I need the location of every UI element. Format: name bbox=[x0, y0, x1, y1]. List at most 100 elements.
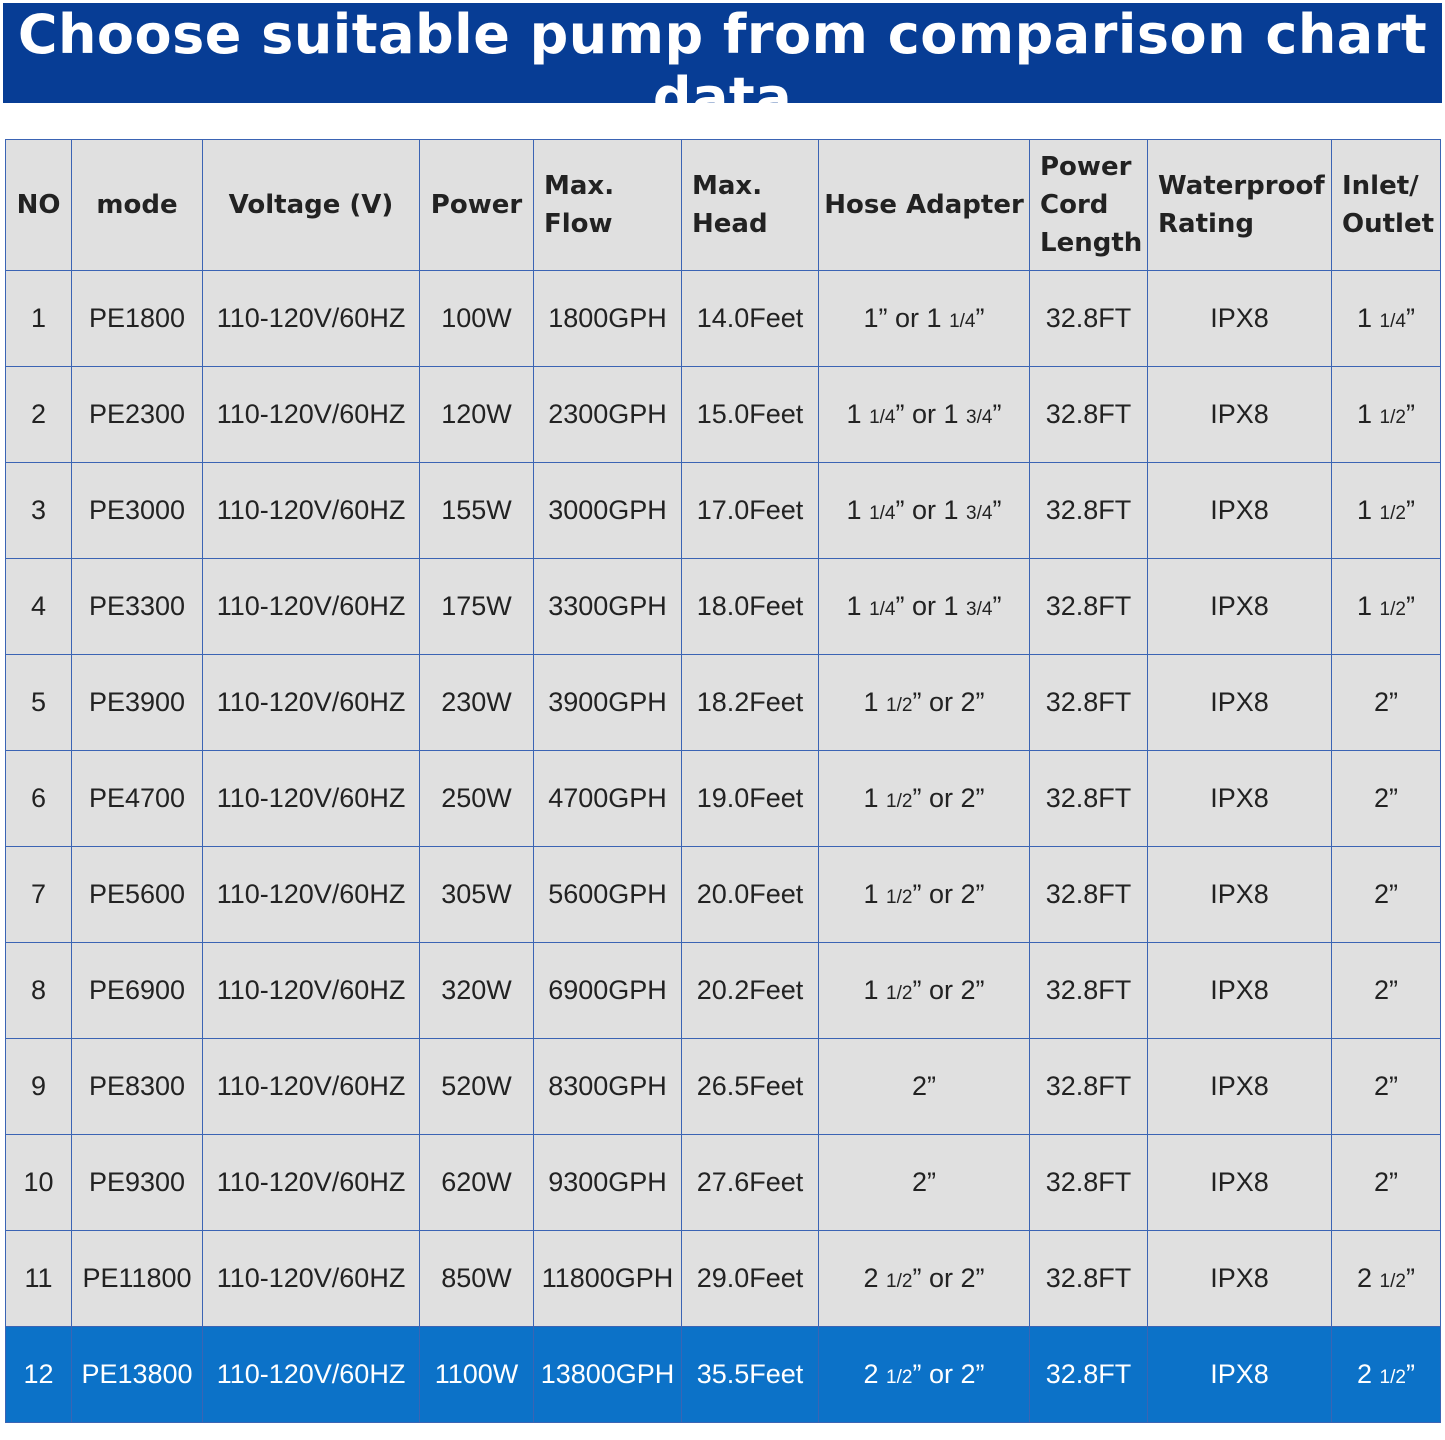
table-cell: 32.8FT bbox=[1029, 366, 1148, 463]
table-cell: 620W bbox=[419, 1134, 534, 1231]
table-cell: 15.0Feet bbox=[681, 366, 819, 463]
table-cell: 13800GPH bbox=[533, 1326, 682, 1423]
table-cell: 110-120V/60HZ bbox=[202, 846, 420, 943]
table-cell: 1 1/4” or 1 3/4” bbox=[818, 462, 1030, 559]
column-header: Max. Head bbox=[681, 139, 819, 271]
column-header: Hose Adapter bbox=[818, 139, 1030, 271]
table-cell: PE13800 bbox=[71, 1326, 203, 1423]
table-cell: 26.5Feet bbox=[681, 1038, 819, 1135]
table-row: 4 PE3300 110-120V/60HZ 175W 3300GPH 18.0Feet 1… bbox=[5, 558, 1441, 655]
table-cell: 2” bbox=[1331, 750, 1441, 847]
table-cell: 1 1/4” or 1 3/4” bbox=[818, 558, 1030, 655]
table-cell: 32.8FT bbox=[1029, 1038, 1148, 1135]
table-cell: 1 1/4” or 1 3/4” bbox=[818, 366, 1030, 463]
column-header: NO bbox=[5, 139, 72, 271]
column-header: Power bbox=[419, 139, 534, 271]
table-cell: 120W bbox=[419, 366, 534, 463]
table-cell: 12 bbox=[5, 1326, 72, 1423]
table-cell: 32.8FT bbox=[1029, 750, 1148, 847]
table-cell: 9300GPH bbox=[533, 1134, 682, 1231]
table-cell: 2 1/2” or 2” bbox=[818, 1230, 1030, 1327]
table-row: 8 PE6900 110-120V/60HZ 320W 6900GPH 20.2Feet 1… bbox=[5, 942, 1441, 1039]
table-cell: 1 1/2” or 2” bbox=[818, 750, 1030, 847]
table-cell: IPX8 bbox=[1147, 1038, 1332, 1135]
comparison-table: NO mode Voltage (V) Power Max. Flow Max. Head… bbox=[5, 139, 1441, 1423]
table-cell: IPX8 bbox=[1147, 654, 1332, 751]
table-cell: 230W bbox=[419, 654, 534, 751]
table-cell: 20.0Feet bbox=[681, 846, 819, 943]
column-header: Power Cord Length bbox=[1029, 139, 1148, 271]
table-cell: PE9300 bbox=[71, 1134, 203, 1231]
table-cell: 110-120V/60HZ bbox=[202, 462, 420, 559]
table-cell: 110-120V/60HZ bbox=[202, 558, 420, 655]
table-cell: IPX8 bbox=[1147, 558, 1332, 655]
table-cell: 9 bbox=[5, 1038, 72, 1135]
table-cell: 4700GPH bbox=[533, 750, 682, 847]
column-header: Voltage (V) bbox=[202, 139, 420, 271]
table-cell: 2” bbox=[818, 1134, 1030, 1231]
table-cell: 110-120V/60HZ bbox=[202, 1038, 420, 1135]
table-cell: 1 1/2” or 2” bbox=[818, 942, 1030, 1039]
table-cell: 20.2Feet bbox=[681, 942, 819, 1039]
table-cell: 2 1/2” bbox=[1331, 1326, 1441, 1423]
table-cell: 3300GPH bbox=[533, 558, 682, 655]
table-row: 7 PE5600 110-120V/60HZ 305W 5600GPH 20.0Feet 1… bbox=[5, 846, 1441, 943]
table-cell: 320W bbox=[419, 942, 534, 1039]
table-row: 1 PE1800 110-120V/60HZ 100W 1800GPH 14.0Feet 1… bbox=[5, 270, 1441, 367]
table-row: 12 PE13800 110-120V/60HZ 1100W 13800GPH 35.5F… bbox=[5, 1326, 1441, 1423]
table-cell: 1 1/2” bbox=[1331, 558, 1441, 655]
table-cell: 1 1/2” or 2” bbox=[818, 654, 1030, 751]
table-cell: 1 1/2” bbox=[1331, 462, 1441, 559]
table-cell: 3 bbox=[5, 462, 72, 559]
table-cell: 17.0Feet bbox=[681, 462, 819, 559]
table-row: 3 PE3000 110-120V/60HZ 155W 3000GPH 17.0Feet 1… bbox=[5, 462, 1441, 559]
table-cell: IPX8 bbox=[1147, 462, 1332, 559]
table-cell: 6 bbox=[5, 750, 72, 847]
table-cell: 14.0Feet bbox=[681, 270, 819, 367]
table-cell: 1 bbox=[5, 270, 72, 367]
column-header: Inlet/ Outlet bbox=[1331, 139, 1441, 271]
table-row: 5 PE3900 110-120V/60HZ 230W 3900GPH 18.2Feet 1… bbox=[5, 654, 1441, 751]
table-cell: 32.8FT bbox=[1029, 1326, 1148, 1423]
table-cell: IPX8 bbox=[1147, 1134, 1332, 1231]
title: Choose suitable pump from comparison cha… bbox=[17, 3, 1428, 129]
table-cell: 32.8FT bbox=[1029, 846, 1148, 943]
table-cell: 100W bbox=[419, 270, 534, 367]
table-cell: 32.8FT bbox=[1029, 1230, 1148, 1327]
table-body: 1 PE1800 110-120V/60HZ 100W 1800GPH 14.0Feet 1… bbox=[5, 270, 1441, 1423]
table-cell: 110-120V/60HZ bbox=[202, 366, 420, 463]
table-cell: 11800GPH bbox=[533, 1230, 682, 1327]
table-cell: IPX8 bbox=[1147, 846, 1332, 943]
table-cell: 32.8FT bbox=[1029, 654, 1148, 751]
table-cell: 2” bbox=[1331, 1038, 1441, 1135]
column-header: Max. Flow bbox=[533, 139, 682, 271]
table-row: 11 PE11800 110-120V/60HZ 850W 11800GPH 29.0Fe… bbox=[5, 1230, 1441, 1327]
table-cell: 110-120V/60HZ bbox=[202, 942, 420, 1039]
table-cell: 250W bbox=[419, 750, 534, 847]
table-cell: 19.0Feet bbox=[681, 750, 819, 847]
table-cell: 1100W bbox=[419, 1326, 534, 1423]
table-cell: 110-120V/60HZ bbox=[202, 270, 420, 367]
table-row: 9 PE8300 110-120V/60HZ 520W 8300GPH 26.5Feet 2… bbox=[5, 1038, 1441, 1135]
table-cell: PE5600 bbox=[71, 846, 203, 943]
table-row: 2 PE2300 110-120V/60HZ 120W 2300GPH 15.0Feet 1… bbox=[5, 366, 1441, 463]
table-cell: 6900GPH bbox=[533, 942, 682, 1039]
table-cell: 110-120V/60HZ bbox=[202, 750, 420, 847]
table-cell: 3000GPH bbox=[533, 462, 682, 559]
column-header: Waterproof Rating bbox=[1147, 139, 1332, 271]
table-cell: 2” bbox=[1331, 846, 1441, 943]
table-cell: 2 1/2” bbox=[1331, 1230, 1441, 1327]
table-cell: IPX8 bbox=[1147, 750, 1332, 847]
table-row: 10 PE9300 110-120V/60HZ 620W 9300GPH 27.6Feet… bbox=[5, 1134, 1441, 1231]
table-cell: PE2300 bbox=[71, 366, 203, 463]
table-cell: PE1800 bbox=[71, 270, 203, 367]
title-bar: Choose suitable pump from comparison cha… bbox=[3, 3, 1442, 129]
table-cell: 2 bbox=[5, 366, 72, 463]
column-header: mode bbox=[71, 139, 203, 271]
table-cell: PE6900 bbox=[71, 942, 203, 1039]
table-cell: 110-120V/60HZ bbox=[202, 654, 420, 751]
table-cell: 1 1/2” or 2” bbox=[818, 846, 1030, 943]
table-cell: 110-120V/60HZ bbox=[202, 1134, 420, 1231]
table-cell: 8300GPH bbox=[533, 1038, 682, 1135]
